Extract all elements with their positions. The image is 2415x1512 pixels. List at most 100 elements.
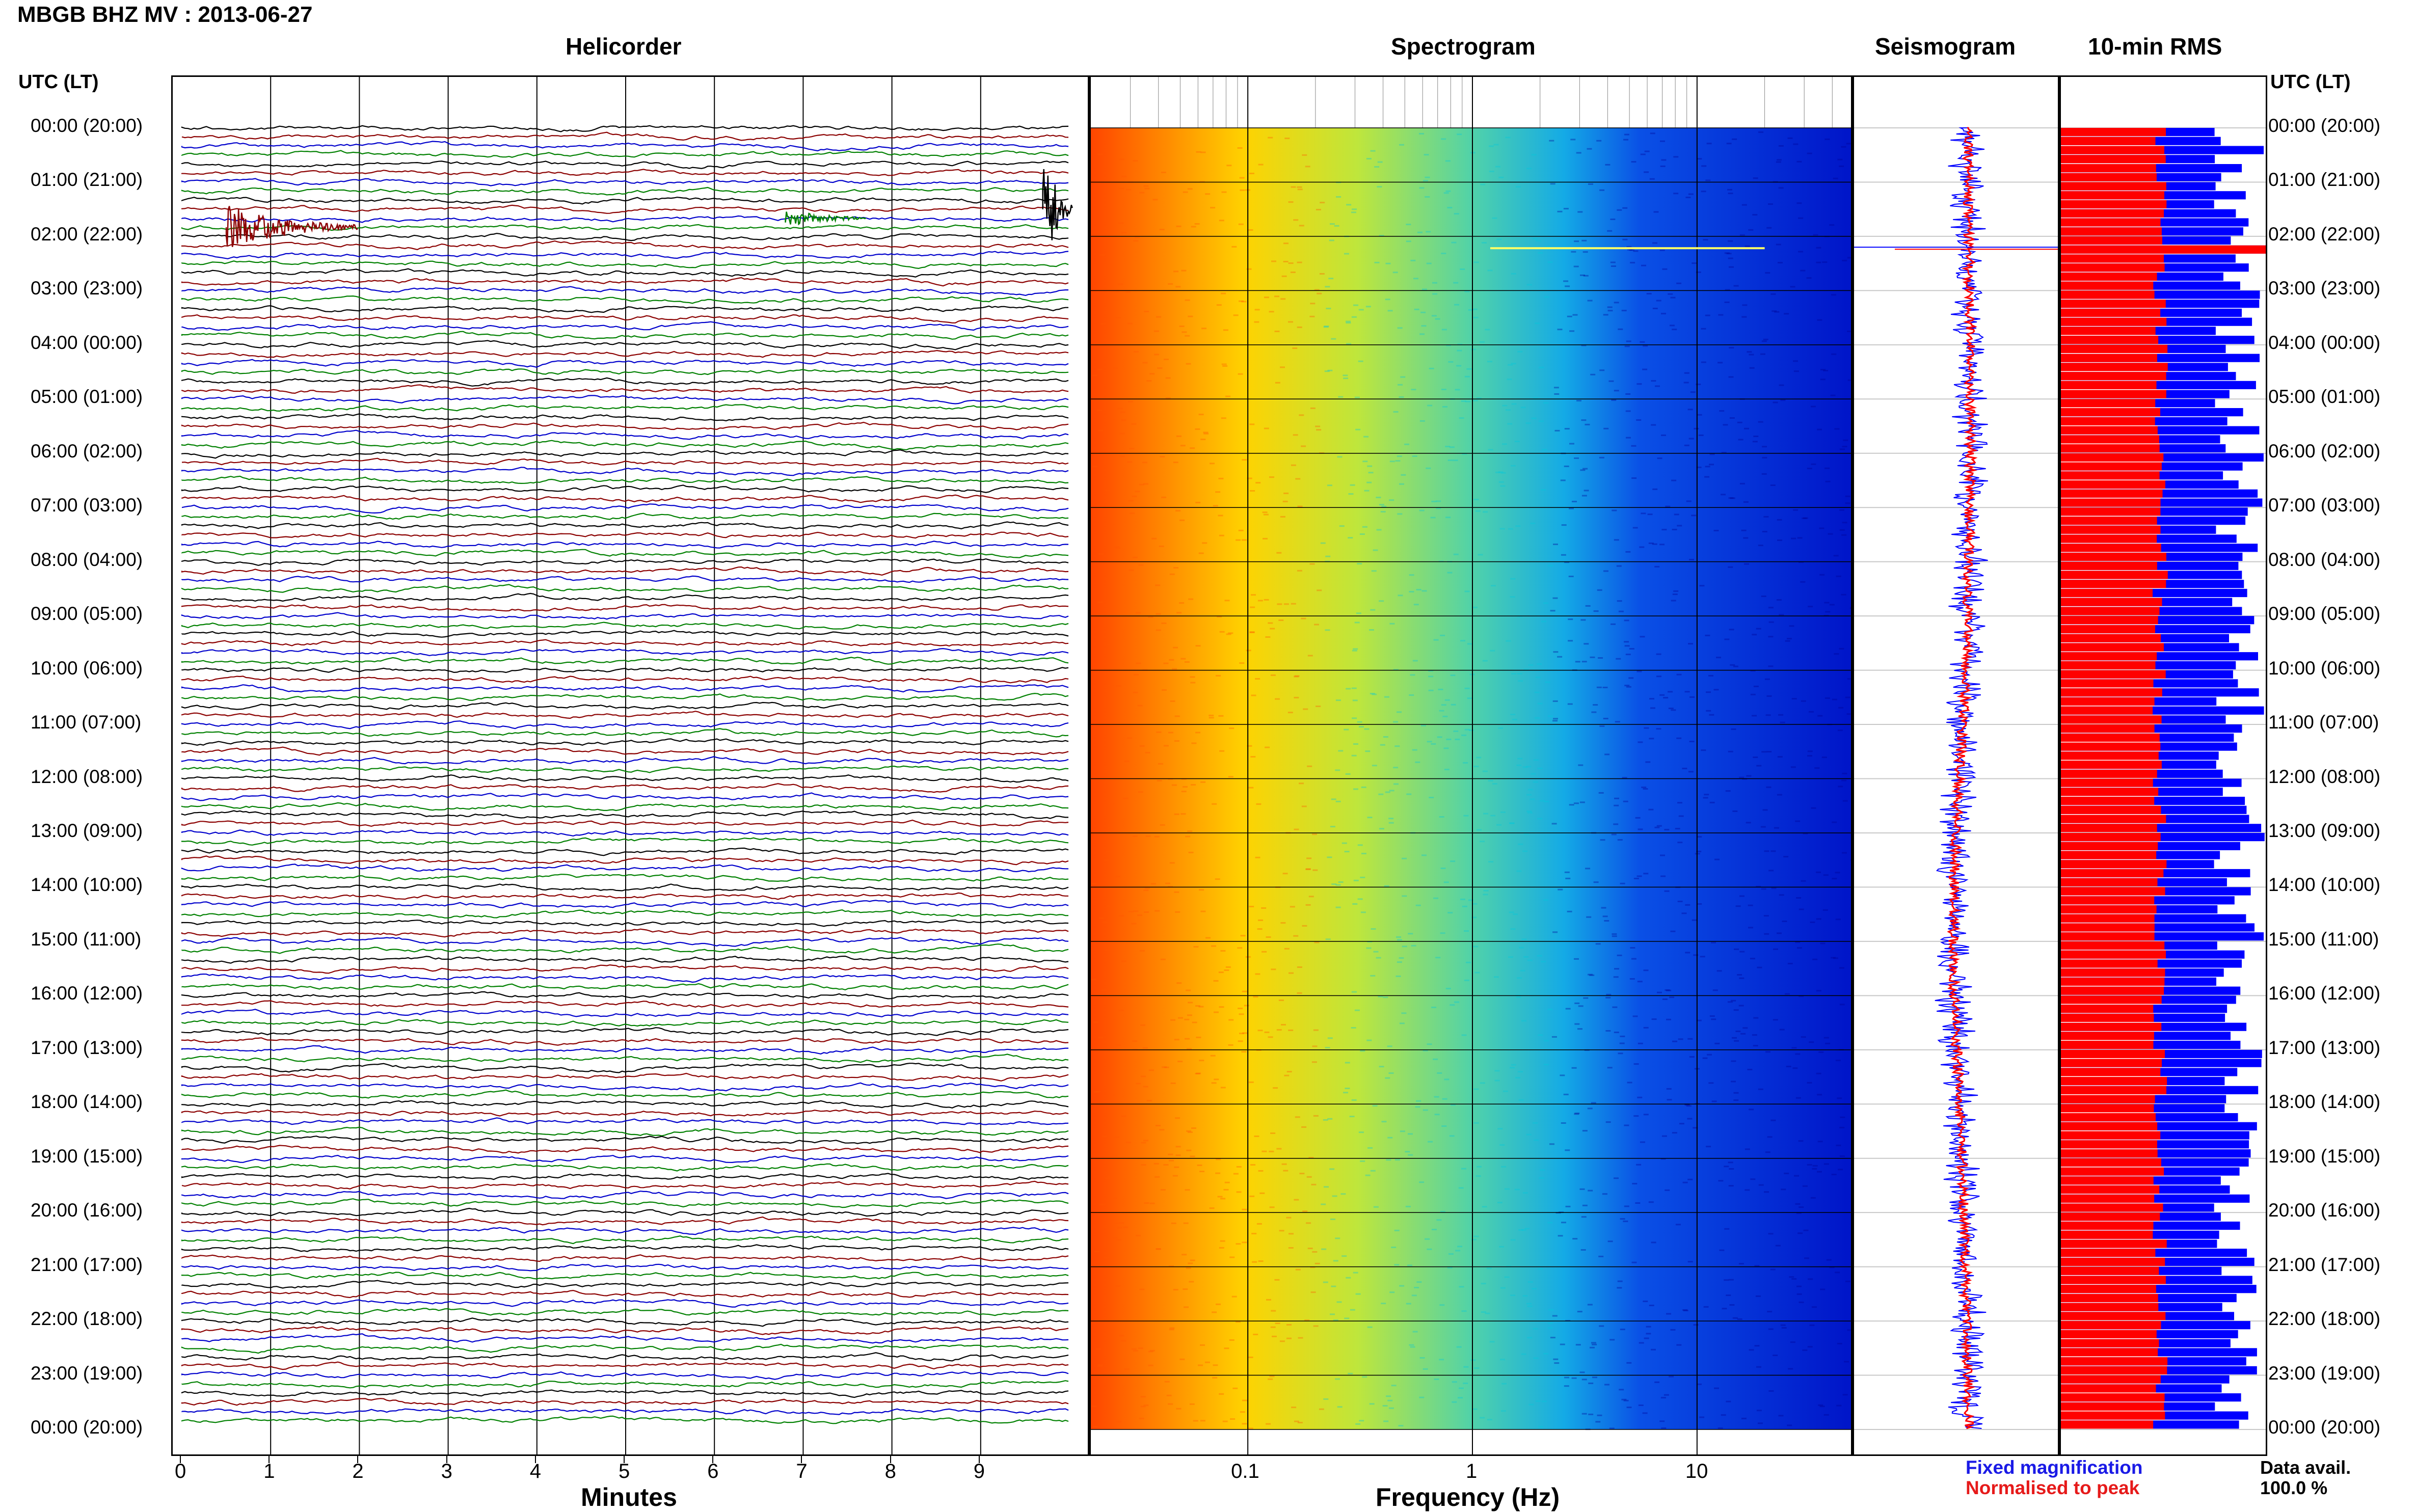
spectrogram-speckle <box>1344 253 1349 255</box>
spectrogram-speckle <box>1485 1313 1490 1314</box>
spectrogram-speckle <box>1138 791 1143 793</box>
spectrogram-speckle <box>1791 1278 1796 1280</box>
spectrogram-speckle <box>1246 650 1251 651</box>
spectrogram-speckle <box>1515 525 1520 527</box>
spectrogram-speckle <box>1661 313 1666 314</box>
spectrogram-speckle <box>1565 285 1570 287</box>
spectrogram-speckle <box>1491 585 1496 586</box>
spectrogram-speckle <box>1237 1166 1242 1168</box>
spectrogram-speckle <box>1510 578 1515 580</box>
spectrogram-speckle <box>1103 922 1108 923</box>
spectrogram-speckle <box>1176 226 1182 227</box>
spectrogram-speckle <box>1651 380 1656 382</box>
spectrogram-speckle <box>1297 327 1302 328</box>
spectrogram-speckle <box>1728 566 1733 568</box>
spectrogram-speckle <box>1612 834 1617 835</box>
spectrogram-speckle <box>1495 1070 1500 1071</box>
spectrogram-speckle <box>1132 923 1137 925</box>
spectrogram-speckle <box>1766 787 1771 788</box>
spectrogram-speckle <box>1398 595 1403 596</box>
spectrogram-speckle <box>1581 1216 1587 1218</box>
spectrogram-speckle <box>1516 765 1521 766</box>
spectrogram-speckle <box>1817 715 1822 717</box>
spectrogram-speckle <box>1679 816 1684 817</box>
spectrogram-speckle <box>1118 283 1123 285</box>
spectrogram-speckle <box>1832 1174 1837 1175</box>
spectrogram-speckle <box>1264 514 1269 516</box>
spectrogram-speckle <box>1146 380 1151 382</box>
spectrogram-speckle <box>1660 166 1666 167</box>
spectrogram-speckle <box>1358 361 1363 362</box>
spectrogram-speckle <box>1344 1317 1349 1319</box>
spectrogram-speckle <box>1842 773 1847 774</box>
spectrogram-speckle <box>1789 1276 1794 1278</box>
time-label-right: 04:00 (00:00) <box>2268 332 2411 354</box>
spectrogram-speckle <box>1473 946 1478 948</box>
spectrogram-speckle <box>1770 1269 1776 1271</box>
spectrogram-speckle <box>1161 1189 1166 1191</box>
spectrogram-speckle <box>1609 1339 1615 1340</box>
spectrogram-speckle <box>1812 1306 1817 1308</box>
spectrogram-speckle <box>1809 711 1814 713</box>
spectrogram-speckle <box>1190 447 1195 449</box>
spectrogram-speckle <box>1130 512 1135 514</box>
time-label-right: 21:00 (17:00) <box>2268 1254 2411 1276</box>
spectrogram-speckle <box>1539 420 1544 422</box>
spectrogram-speckle <box>1436 1219 1441 1221</box>
rms-bar-normalised <box>2061 218 2161 226</box>
spectrogram-speckle <box>1558 1235 1563 1236</box>
spectrogram-speckle <box>1150 1350 1155 1352</box>
spectrogram-speckle <box>1721 1414 1726 1416</box>
spectrogram-speckle <box>1759 1184 1764 1186</box>
time-label-left: 10:00 (06:00) <box>31 658 163 679</box>
spectrogram-speckle <box>1215 1173 1220 1174</box>
spectrogram-speckle <box>1749 354 1754 356</box>
spectrogram-speckle <box>1565 428 1570 429</box>
spectrogram-speckle <box>1673 590 1678 592</box>
rms-bar-normalised <box>2061 788 2158 796</box>
spectrogram-speckle <box>1501 1383 1507 1385</box>
spectrogram-speckle <box>1502 405 1507 407</box>
spectrogram-speckle <box>1179 602 1184 604</box>
spectrogram-speckle <box>1820 1406 1825 1407</box>
spectrogram-speckle <box>1646 1326 1651 1328</box>
spectrogram-speckle <box>1566 1206 1571 1207</box>
spectrogram-speckle <box>1496 238 1501 240</box>
spectrogram-speckle <box>1442 406 1447 408</box>
spectrogram-speckle <box>1413 278 1418 279</box>
frequency-tick-label: 10 <box>1685 1460 1708 1483</box>
spectrogram-speckle <box>1684 382 1689 384</box>
spectrogram-speckle <box>1574 266 1579 267</box>
spectrogram-speckle <box>1142 462 1147 463</box>
spectrogram-speckle <box>1272 1336 1277 1337</box>
spectrogram-speckle <box>1608 1240 1613 1242</box>
spectrogram-speckle <box>1159 546 1164 547</box>
spectrogram-speckle <box>1393 767 1398 768</box>
spectrogram-speckle <box>1549 1143 1554 1145</box>
spectrogram-speckle <box>1121 176 1126 177</box>
spectrogram-speckle <box>1098 1037 1103 1038</box>
spectrogram-speckle <box>1753 441 1758 442</box>
spectrogram-speckle <box>1316 209 1321 210</box>
spectrogram-speckle <box>1620 883 1625 884</box>
spectrogram-speckle <box>1599 725 1604 727</box>
spectrogram-speckle <box>1240 190 1245 191</box>
rms-bar-normalised <box>2061 951 2166 959</box>
spectrogram-speckle <box>1109 685 1114 686</box>
spectrogram-speckle <box>1238 147 1243 149</box>
spectrogram-speckle <box>1284 948 1290 950</box>
spectrogram-speckle <box>1255 678 1260 680</box>
spectrogram-speckle <box>1239 530 1244 531</box>
spectrogram-speckle <box>1383 1420 1388 1422</box>
spectrogram-speckle <box>1796 1286 1802 1287</box>
spectrogram-speckle <box>1719 1250 1724 1251</box>
spectrogram-speckle <box>1230 1418 1235 1420</box>
helicorder-traces <box>173 77 1089 1456</box>
spectrogram-speckle <box>1718 362 1723 363</box>
spectrogram-speckle <box>1210 207 1215 208</box>
spectrogram-speckle <box>1516 871 1521 872</box>
spectrogram-speckle <box>1659 694 1665 696</box>
spectrogram-speckle <box>1638 1043 1643 1044</box>
spectrogram-speckle <box>1569 508 1574 509</box>
spectrogram-speckle <box>1228 776 1233 777</box>
